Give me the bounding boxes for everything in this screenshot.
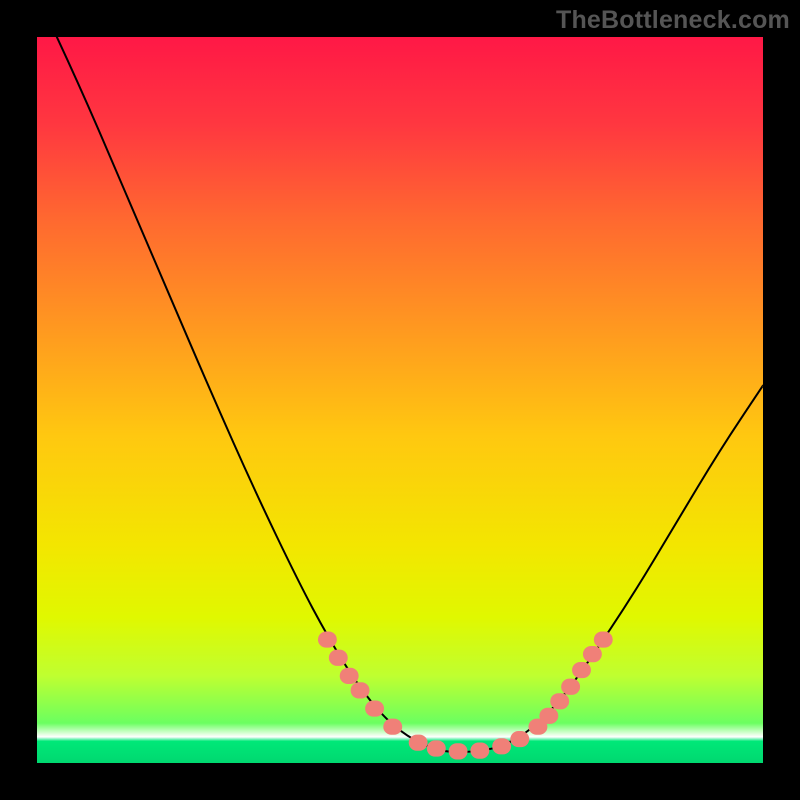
curve-marker (365, 700, 384, 716)
curve-marker (383, 719, 402, 735)
curve-marker (318, 631, 337, 647)
curve-marker (351, 682, 370, 698)
curve-marker (572, 662, 591, 678)
curve-marker (329, 650, 348, 666)
curve-marker (539, 708, 558, 724)
curve-marker (449, 743, 468, 759)
plot-area (37, 37, 763, 763)
curve-marker (550, 693, 569, 709)
bottleneck-curve (55, 37, 763, 752)
curve-marker (510, 731, 529, 747)
curve-markers (318, 631, 613, 759)
curve-marker (340, 668, 359, 684)
curve-marker (427, 740, 446, 756)
curve-marker (561, 679, 580, 695)
curve-marker (409, 735, 428, 751)
curve-marker (492, 738, 511, 754)
chart-container: TheBottleneck.com (0, 0, 800, 800)
chart-curve-layer (37, 37, 763, 763)
curve-marker (583, 646, 602, 662)
curve-marker (470, 743, 489, 759)
curve-marker (594, 631, 613, 647)
watermark-text: TheBottleneck.com (556, 6, 790, 35)
